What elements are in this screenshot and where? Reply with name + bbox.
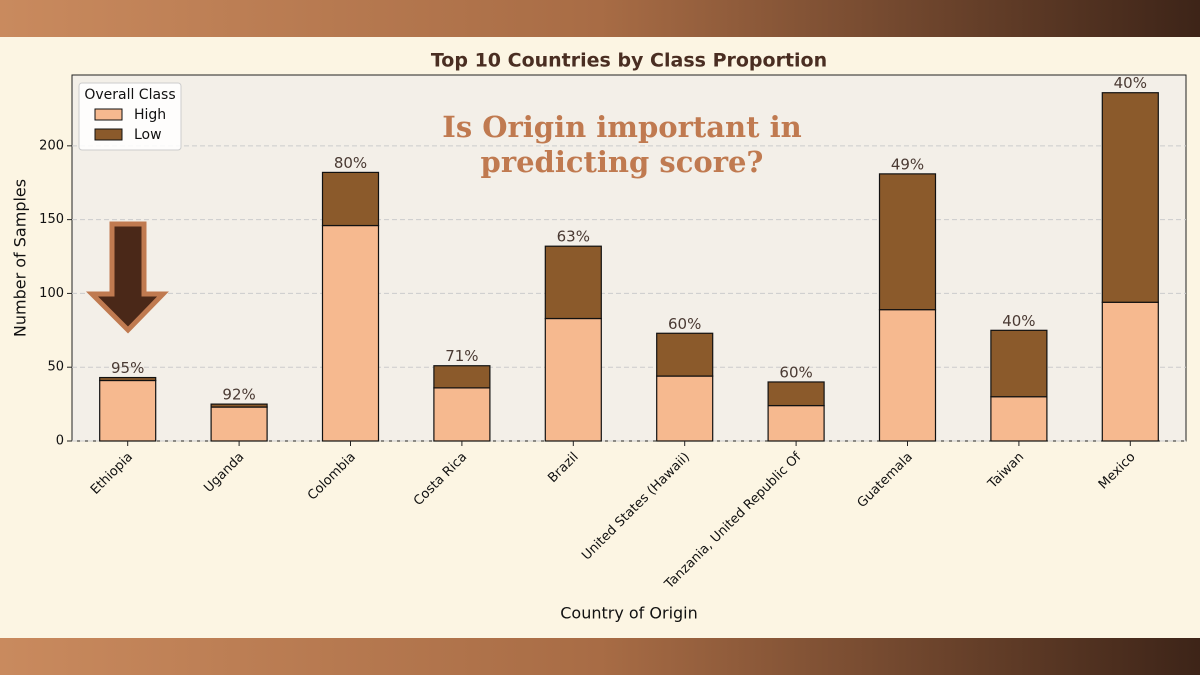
x-tick-label: Colombia (305, 450, 359, 504)
x-tick-label: Ethiopia (88, 450, 136, 498)
bar-segment (210, 403, 268, 408)
x-tick-label: Taiwan (985, 450, 1028, 493)
annotation: predicting score? (481, 145, 764, 179)
x-tick-label: Costa Rica (411, 450, 470, 509)
share-label: 92% (222, 386, 255, 404)
bar-segment (656, 375, 714, 442)
x-tick-label: Tanzania, United Republic Of (661, 449, 804, 592)
y-tick-label: 150 (39, 212, 64, 227)
bar-segment (1101, 301, 1159, 442)
x-tick-label: Mexico (1096, 450, 1139, 493)
bar-segment (1101, 92, 1159, 303)
bar-segment (210, 406, 268, 442)
top-banner (0, 0, 1200, 37)
bar-segment (990, 329, 1048, 398)
bar-segment (990, 396, 1048, 442)
bar-segment (767, 381, 825, 407)
bar-segment (767, 404, 825, 442)
bar-segment (544, 317, 602, 442)
annotation: Is Origin important in (442, 110, 801, 144)
x-tick-label: Uganda (201, 450, 247, 496)
share-label: 49% (891, 155, 924, 173)
bar-segment (544, 245, 602, 320)
bar-segment (433, 365, 491, 389)
bar-segment (878, 173, 937, 311)
share-label: 40% (1002, 312, 1035, 330)
bar-segment (321, 224, 380, 442)
bar-segment (878, 309, 937, 442)
share-label: 95% (111, 359, 144, 377)
y-tick-label: 50 (47, 360, 64, 375)
x-axis-label: Country of Origin (560, 604, 698, 623)
bar-segment (433, 387, 491, 442)
bar-segment (321, 171, 380, 227)
y-axis-label: Number of Samples (11, 179, 30, 337)
y-tick-label: 200 (39, 138, 64, 153)
y-tick-label: 100 (39, 286, 64, 301)
share-label: 63% (557, 228, 590, 246)
x-tick-label: United States (Hawaii) (579, 450, 693, 564)
share-label: 60% (779, 363, 812, 381)
bottom-banner (0, 638, 1200, 675)
share-label: 60% (668, 315, 701, 333)
bar-segment (99, 376, 157, 382)
legend-swatch (94, 108, 123, 121)
share-label: 40% (1114, 74, 1147, 92)
bar-segment (656, 332, 714, 377)
share-label: 80% (334, 154, 367, 172)
share-label: 71% (445, 347, 478, 365)
y-tick-label: 0 (56, 434, 64, 449)
legend: Overall Class High Low (78, 82, 182, 151)
legend-title: Overall Class (84, 87, 175, 103)
arrow-icon (85, 221, 169, 334)
chart-title: Top 10 Countries by Class Proportion (431, 50, 827, 72)
legend-swatch (94, 128, 123, 141)
legend-label: High (134, 107, 166, 123)
bar-segment (99, 379, 157, 442)
x-tick-label: Guatemala (855, 450, 916, 511)
x-tick-label: Brazil (545, 450, 581, 486)
legend-label: Low (134, 127, 162, 143)
